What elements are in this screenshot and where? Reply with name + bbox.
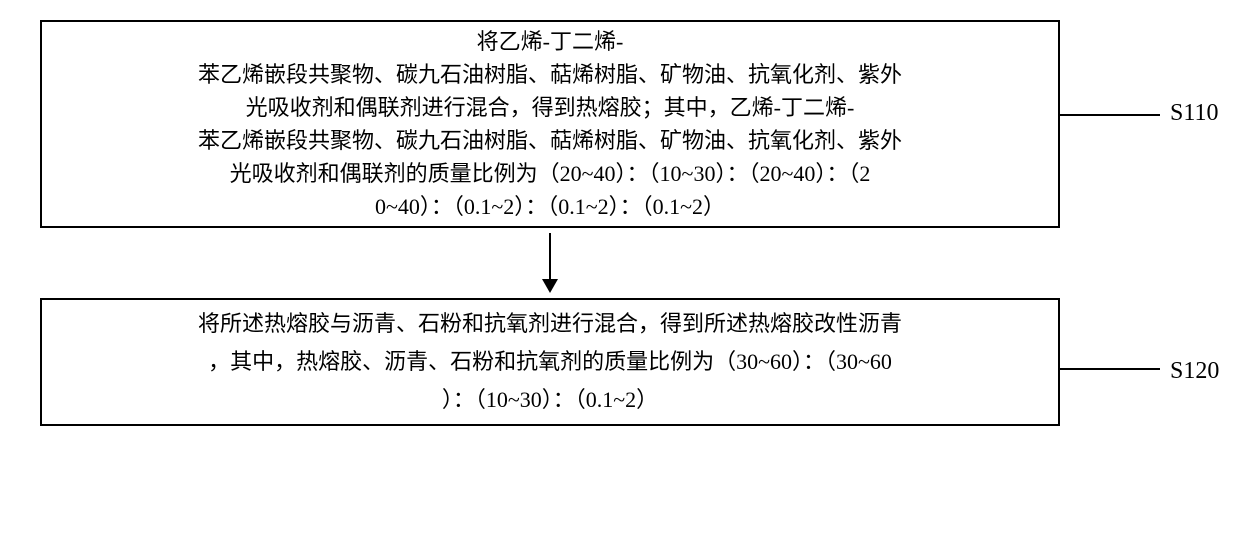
s110-line-5: 0~40）：（0.1~2）：（0.1~2）：（0.1~2） bbox=[50, 190, 1050, 223]
arrow-head-icon bbox=[542, 279, 558, 293]
s120-line-2: ）：（10~30）：（0.1~2） bbox=[50, 381, 1050, 419]
s120-line-0: 将所述热熔胶与沥青、石粉和抗氧剂进行混合，得到所述热熔胶改性沥青 bbox=[50, 305, 1050, 343]
flowchart-container: 将乙烯-丁二烯- 苯乙烯嵌段共聚物、碳九石油树脂、萜烯树脂、矿物油、抗氧化剂、紫… bbox=[40, 20, 1200, 426]
s120-callout-horizontal bbox=[1060, 368, 1100, 370]
step-s110-wrapper: 将乙烯-丁二烯- 苯乙烯嵌段共聚物、碳九石油树脂、萜烯树脂、矿物油、抗氧化剂、紫… bbox=[40, 20, 1200, 228]
s110-line-2: 光吸收剂和偶联剂进行混合，得到热熔胶；其中，乙烯-丁二烯- bbox=[50, 91, 1050, 124]
s110-callout-diagonal bbox=[1100, 114, 1160, 116]
step-label-s120: S120 bbox=[1170, 358, 1219, 385]
flow-step-s120: 将所述热熔胶与沥青、石粉和抗氧剂进行混合，得到所述热熔胶改性沥青 ，其中，热熔胶… bbox=[40, 298, 1060, 426]
flow-step-s110: 将乙烯-丁二烯- 苯乙烯嵌段共聚物、碳九石油树脂、萜烯树脂、矿物油、抗氧化剂、紫… bbox=[40, 20, 1060, 228]
s110-line-4: 光吸收剂和偶联剂的质量比例为（20~40）：（10~30）：（20~40）：（2 bbox=[50, 157, 1050, 190]
arrow-shaft bbox=[549, 233, 551, 279]
step-s120-wrapper: 将所述热熔胶与沥青、石粉和抗氧剂进行混合，得到所述热熔胶改性沥青 ，其中，热熔胶… bbox=[40, 298, 1200, 426]
s120-line-1: ，其中，热熔胶、沥青、石粉和抗氧剂的质量比例为（30~60）：（30~60 bbox=[50, 343, 1050, 381]
s120-callout-diagonal bbox=[1100, 368, 1160, 370]
flow-arrow bbox=[40, 228, 1060, 298]
s110-callout-horizontal bbox=[1060, 114, 1100, 116]
step-label-s110: S110 bbox=[1170, 100, 1218, 127]
s110-line-3: 苯乙烯嵌段共聚物、碳九石油树脂、萜烯树脂、矿物油、抗氧化剂、紫外 bbox=[50, 124, 1050, 157]
s110-line-0: 将乙烯-丁二烯- bbox=[50, 25, 1050, 58]
s110-line-1: 苯乙烯嵌段共聚物、碳九石油树脂、萜烯树脂、矿物油、抗氧化剂、紫外 bbox=[50, 58, 1050, 91]
